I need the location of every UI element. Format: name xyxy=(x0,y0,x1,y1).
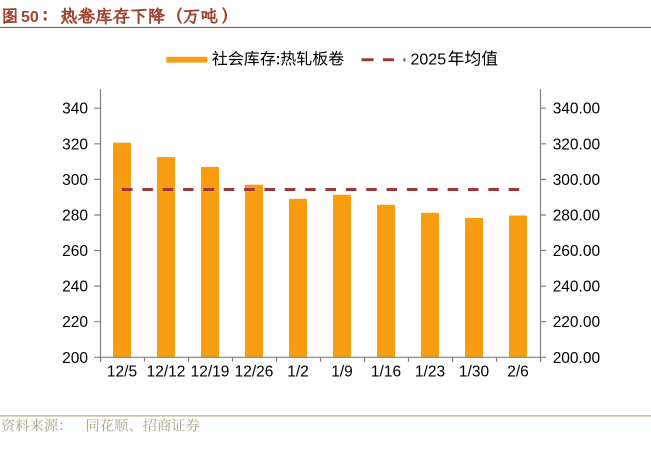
svg-text:300: 300 xyxy=(62,172,88,189)
svg-text:1/23: 1/23 xyxy=(415,364,445,381)
svg-text:2/6: 2/6 xyxy=(507,364,529,381)
svg-text:12/26: 12/26 xyxy=(235,364,274,381)
svg-text:220.00: 220.00 xyxy=(553,314,601,331)
svg-text:280: 280 xyxy=(62,208,88,225)
svg-text:340.00: 340.00 xyxy=(553,101,601,118)
svg-text:1/9: 1/9 xyxy=(331,364,353,381)
svg-text:340: 340 xyxy=(62,101,88,118)
svg-text:1/30: 1/30 xyxy=(459,364,490,381)
svg-text:320.00: 320.00 xyxy=(553,136,601,153)
svg-text:12/12: 12/12 xyxy=(147,364,186,381)
svg-text:200.00: 200.00 xyxy=(553,350,601,367)
svg-text:1/2: 1/2 xyxy=(287,364,309,381)
svg-text:12/5: 12/5 xyxy=(107,364,137,381)
svg-text:12/19: 12/19 xyxy=(191,364,230,381)
svg-text:260.00: 260.00 xyxy=(553,243,601,260)
svg-text:300.00: 300.00 xyxy=(553,172,601,189)
svg-text:200: 200 xyxy=(62,350,88,367)
svg-text:240: 240 xyxy=(62,279,88,296)
svg-text:50: 50 xyxy=(21,9,39,26)
svg-text:220: 220 xyxy=(62,314,88,331)
svg-text:240.00: 240.00 xyxy=(553,279,601,296)
svg-text:1/16: 1/16 xyxy=(371,364,401,381)
svg-text:260: 260 xyxy=(62,243,88,260)
svg-text:320: 320 xyxy=(62,136,88,153)
svg-text:280.00: 280.00 xyxy=(553,208,601,225)
svg-text:2025: 2025 xyxy=(411,51,447,68)
